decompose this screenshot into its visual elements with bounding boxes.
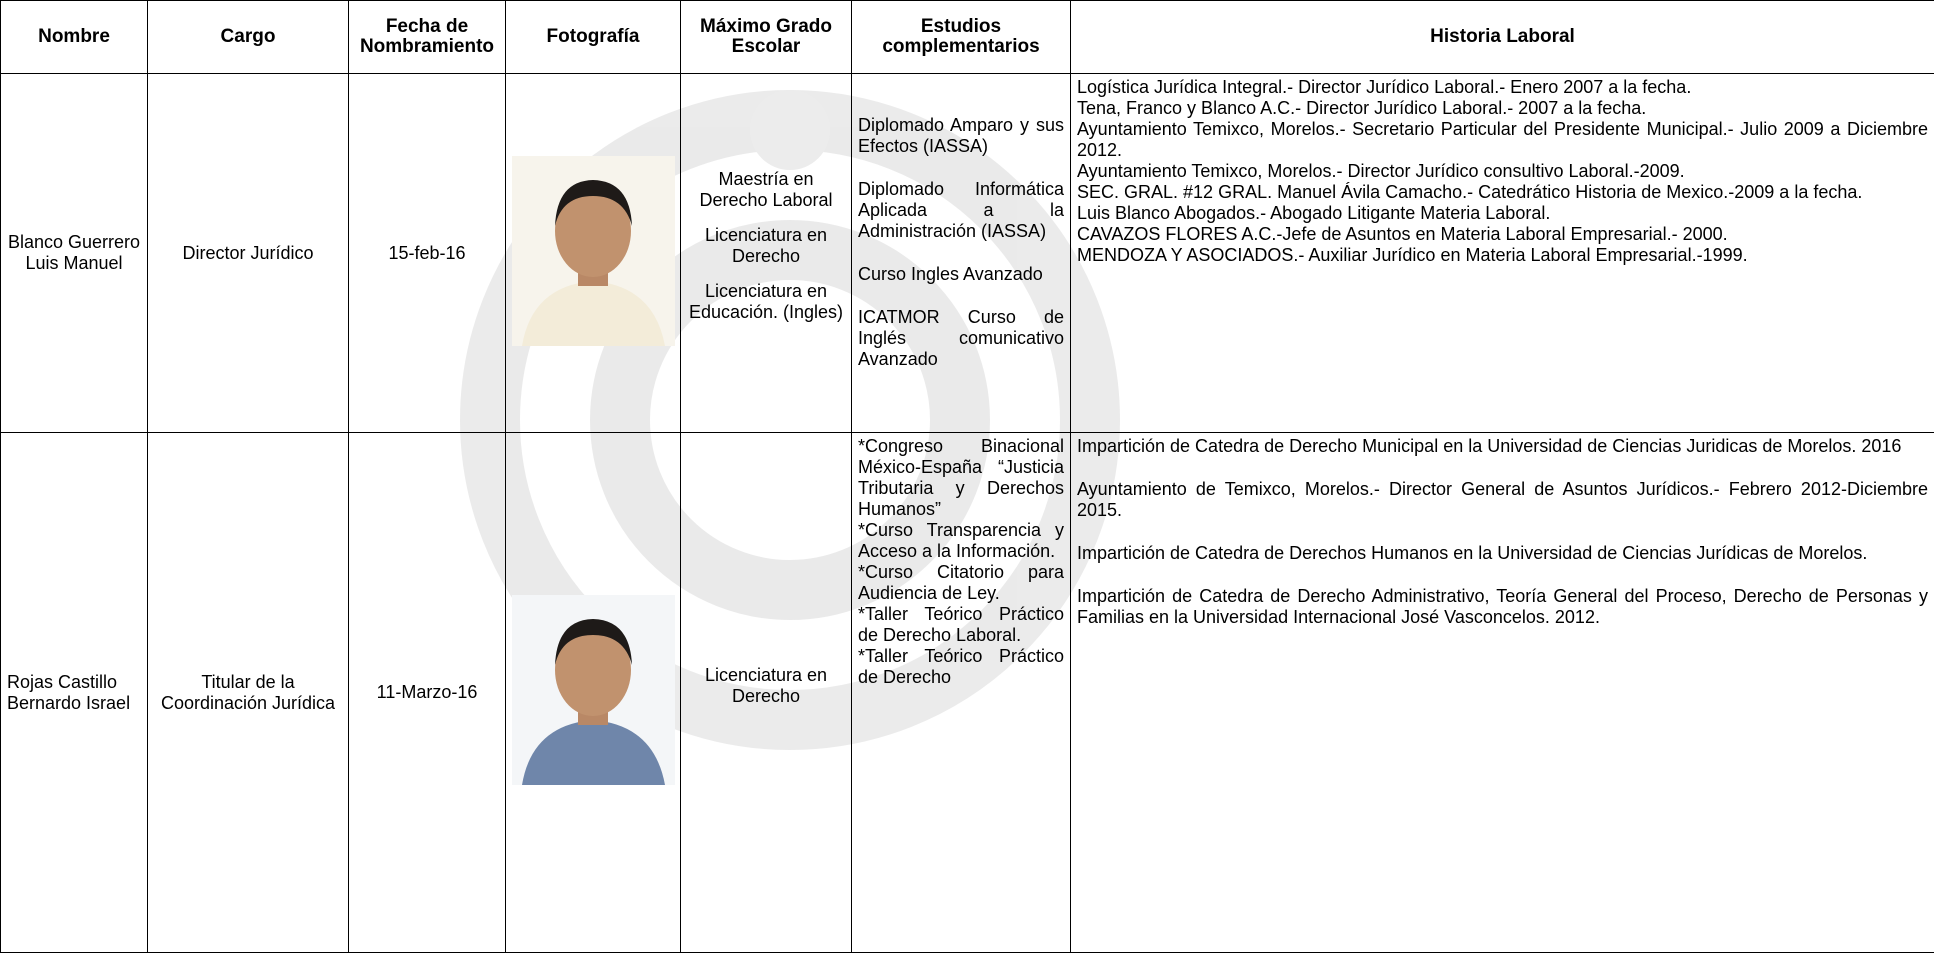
degree: Licenciatura en Educación. (Ingles) <box>687 281 845 323</box>
header-cell: Estudios complementarios <box>852 1 1071 74</box>
studies-cell: Diplomado Amparo y sus Efectos (IASSA) Di… <box>852 74 1071 433</box>
history-entry: SEC. GRAL. #12 GRAL. Manuel Ávila Camach… <box>1077 182 1928 203</box>
degree: Licenciatura en Derecho <box>687 665 845 707</box>
header-cell: Fecha de Nombramiento <box>349 1 506 74</box>
degree: Maestría en Derecho Laboral <box>687 169 845 211</box>
photo <box>512 595 675 785</box>
history-entry: Logística Jurídica Integral.- Director J… <box>1077 77 1928 98</box>
history-entry: Impartición de Catedra de Derecho Munici… <box>1077 436 1928 457</box>
history-entry: Impartición de Catedra de Derechos Human… <box>1077 543 1928 564</box>
date-cell: 15-feb-16 <box>349 74 506 433</box>
study: Curso Ingles Avanzado <box>858 264 1064 285</box>
name-cell: Rojas Castillo Bernardo Israel <box>1 433 148 953</box>
studies-cell: *Congreso Binacional México-España “Just… <box>852 433 1071 953</box>
degree-cell: Licenciatura en Derecho <box>681 433 852 953</box>
history-entry: Ayuntamiento Temixco, Morelos.- Director… <box>1077 161 1928 182</box>
study: ICATMOR Curso de Inglés comunicativo Ava… <box>858 307 1064 370</box>
history-entry: Ayuntamiento de Temixco, Morelos.- Direc… <box>1077 479 1928 521</box>
degree: Licenciatura en Derecho <box>687 225 845 267</box>
study: *Curso Transparencia y Acceso a la Infor… <box>858 520 1064 562</box>
study: *Taller Teórico Práctico de Derecho <box>858 646 1064 688</box>
study: Diplomado Amparo y sus Efectos (IASSA) <box>858 115 1064 157</box>
history-cell: Impartición de Catedra de Derecho Munici… <box>1071 433 1934 953</box>
history-entry: Luis Blanco Abogados.- Abogado Litigante… <box>1077 203 1928 224</box>
study: *Curso Citatorio para Audiencia de Ley. <box>858 562 1064 604</box>
header-cell: Nombre <box>1 1 148 74</box>
history-entry: Tena, Franco y Blanco A.C.- Director Jur… <box>1077 98 1928 119</box>
header-cell: Cargo <box>148 1 349 74</box>
header-cell: Fotografía <box>506 1 681 74</box>
position-cell: Titular de la Coordinación Jurídica <box>148 433 349 953</box>
history-entry: CAVAZOS FLORES A.C.-Jefe de Asuntos en M… <box>1077 224 1928 245</box>
history-cell: Logística Jurídica Integral.- Director J… <box>1071 74 1934 433</box>
header-cell: Máximo Grado Escolar <box>681 1 852 74</box>
date-cell: 11-Marzo-16 <box>349 433 506 953</box>
photo-cell <box>506 74 681 433</box>
photo <box>512 156 675 346</box>
name-cell: Blanco Guerrero Luis Manuel <box>1 74 148 433</box>
study: *Taller Teórico Práctico de Derecho Labo… <box>858 604 1064 646</box>
study: Diplomado Informática Aplicada a la Admi… <box>858 179 1064 242</box>
history-entry: Impartición de Catedra de Derecho Admini… <box>1077 586 1928 628</box>
header-cell: Historia Laboral <box>1071 1 1934 74</box>
photo-cell <box>506 433 681 953</box>
history-entry: Ayuntamiento Temixco, Morelos.- Secretar… <box>1077 119 1928 161</box>
position-cell: Director Jurídico <box>148 74 349 433</box>
study: *Congreso Binacional México-España “Just… <box>858 436 1064 520</box>
history-entry: MENDOZA Y ASOCIADOS.- Auxiliar Jurídico … <box>1077 245 1928 266</box>
degree-cell: Maestría en Derecho Laboral Licenciatura … <box>681 74 852 433</box>
